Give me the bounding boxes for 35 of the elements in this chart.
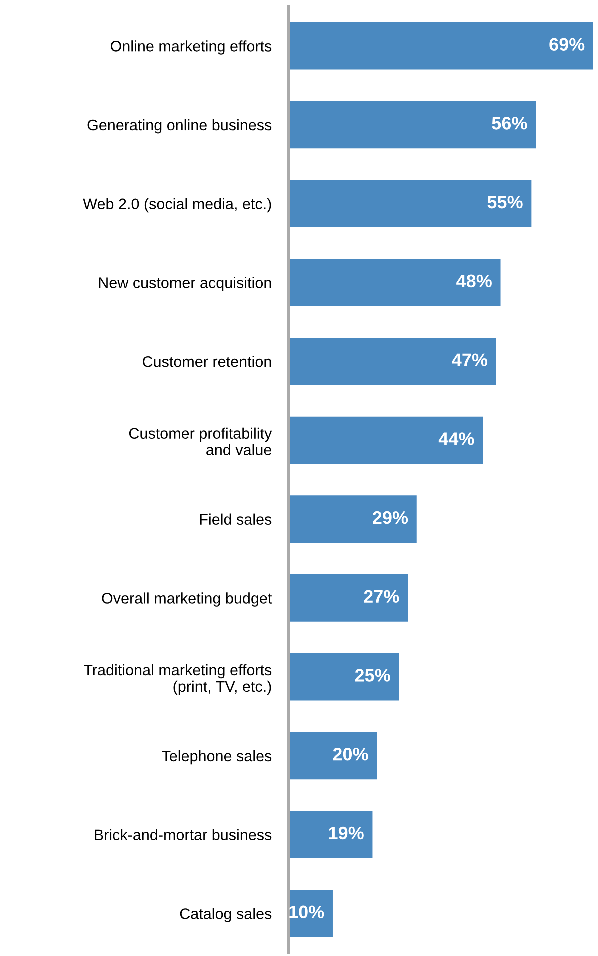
y-tick-label: Generating online business — [88, 119, 272, 134]
bar — [288, 732, 378, 780]
y-tick-label: Brick-and-mortar business — [95, 829, 272, 841]
data-label: 55% — [488, 196, 523, 209]
y-tick-label: Customer retention — [143, 356, 272, 368]
bar — [288, 496, 417, 544]
data-label: 25% — [355, 669, 390, 682]
bar — [288, 416, 484, 464]
bar — [288, 338, 496, 386]
data-label: 27% — [364, 590, 400, 604]
data-label: 56% — [492, 117, 528, 130]
y-tick-label: Online marketing efforts — [110, 40, 272, 55]
bar — [288, 574, 408, 622]
data-label: 69% — [550, 38, 585, 51]
y-tick-label: New customer acquisition — [99, 277, 272, 292]
bar — [288, 653, 400, 701]
bar — [288, 259, 501, 306]
y-tick-label: Field sales — [200, 514, 272, 526]
y-tick-label: Web 2.0 (social media, etc.) — [83, 198, 272, 213]
y-tick-label: Overall marketing budget — [102, 592, 272, 607]
bar — [288, 22, 594, 70]
data-label: 44% — [438, 432, 474, 446]
y-tick-label: Telephone sales — [162, 750, 272, 765]
data-label: 20% — [333, 748, 368, 761]
data-label: 10% — [290, 906, 324, 919]
y-tick-label: Traditional marketing efforts (print, TV, etc.) — [84, 664, 272, 696]
data-label: 29% — [373, 511, 408, 524]
y-tick-label: Catalog sales — [180, 908, 272, 922]
bar — [288, 101, 536, 149]
data-label: 48% — [456, 274, 492, 288]
data-label: 19% — [329, 826, 364, 840]
data-label: 47% — [452, 354, 488, 366]
y-tick-label: Customer profitability and value — [129, 428, 272, 456]
bar — [288, 811, 373, 858]
bar — [288, 180, 532, 228]
